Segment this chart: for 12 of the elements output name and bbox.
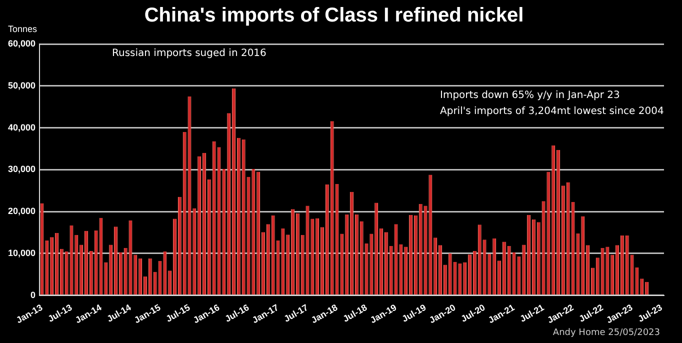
y-tick-label: 60,000 [8, 38, 36, 48]
y-tick-label: 30,000 [8, 164, 36, 174]
y-tick-label: 20,000 [8, 206, 36, 216]
y-tick-label: 50,000 [8, 80, 36, 90]
annotation: Russian imports suged in 2016 [112, 47, 266, 61]
annotation: Imports down 65% y/y in Jan-Apr 23 April's imports of 3,204mt lowest since 2004 [440, 89, 664, 119]
chart-title: China's imports of Class I refined nickel [144, 4, 524, 27]
y-axis-title: Tonnes [8, 24, 38, 34]
y-tick-label: 10,000 [8, 248, 36, 258]
y-tick-label: 40,000 [8, 122, 36, 132]
y-tick-label: 0 [30, 290, 36, 300]
text: Andy Home 25/05/2023 [552, 327, 660, 340]
